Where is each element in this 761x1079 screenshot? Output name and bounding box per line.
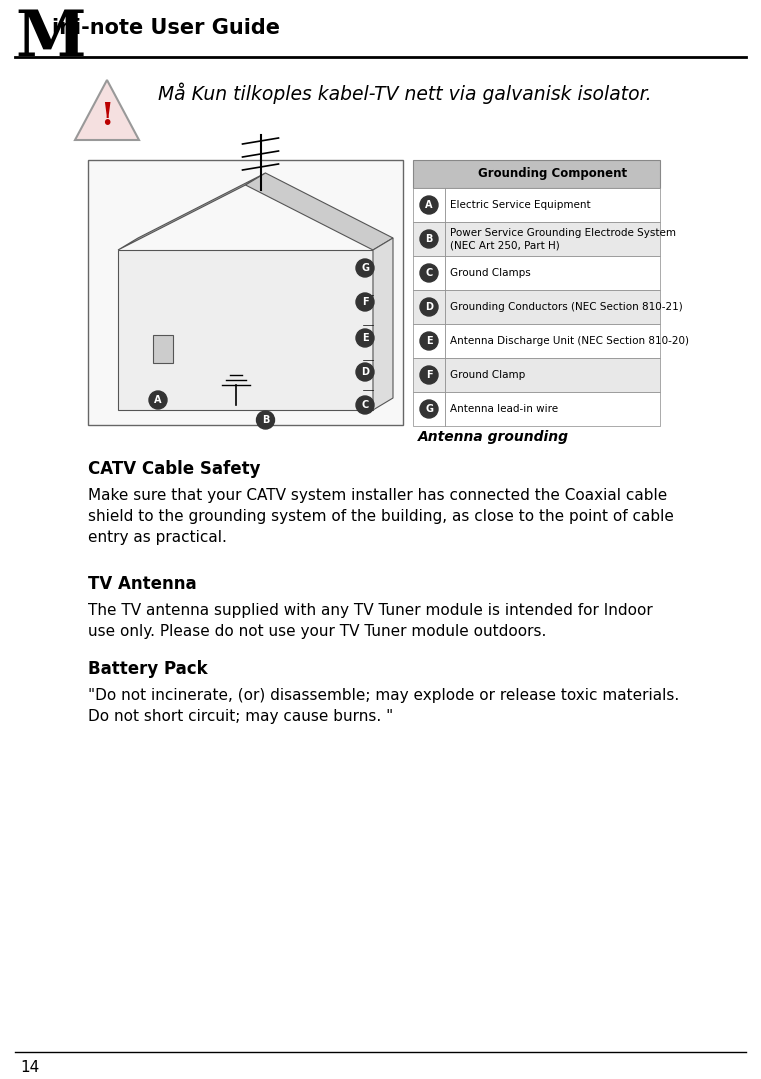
Text: C: C bbox=[425, 268, 432, 278]
Circle shape bbox=[420, 230, 438, 248]
Text: A: A bbox=[154, 395, 162, 405]
Text: F: F bbox=[425, 370, 432, 380]
Text: 14: 14 bbox=[20, 1060, 40, 1075]
Text: Make sure that your CATV system installer has connected the Coaxial cable: Make sure that your CATV system installe… bbox=[88, 488, 667, 503]
Text: D: D bbox=[361, 367, 369, 377]
Polygon shape bbox=[246, 173, 393, 250]
Text: Ground Clamp: Ground Clamp bbox=[450, 370, 525, 380]
Text: "Do not incinerate, (or) disassemble; may explode or release toxic materials.: "Do not incinerate, (or) disassemble; ma… bbox=[88, 688, 680, 704]
Circle shape bbox=[256, 411, 275, 429]
Text: Antenna Discharge Unit (NEC Section 810-20): Antenna Discharge Unit (NEC Section 810-… bbox=[450, 336, 689, 346]
Text: C: C bbox=[361, 400, 368, 410]
Text: CATV Cable Safety: CATV Cable Safety bbox=[88, 460, 260, 478]
Text: use only. Please do not use your TV Tuner module outdoors.: use only. Please do not use your TV Tune… bbox=[88, 624, 546, 639]
FancyBboxPatch shape bbox=[413, 160, 660, 188]
Text: Må Kun tilkoples kabel-TV nett via galvanisk isolator.: Må Kun tilkoples kabel-TV nett via galva… bbox=[158, 82, 651, 104]
FancyBboxPatch shape bbox=[445, 256, 660, 290]
Circle shape bbox=[420, 264, 438, 282]
Polygon shape bbox=[373, 238, 393, 410]
FancyBboxPatch shape bbox=[413, 188, 445, 222]
Text: ini-note User Guide: ini-note User Guide bbox=[52, 18, 280, 38]
Circle shape bbox=[420, 332, 438, 350]
Circle shape bbox=[420, 366, 438, 384]
Text: entry as practical.: entry as practical. bbox=[88, 530, 227, 545]
FancyBboxPatch shape bbox=[445, 222, 660, 256]
Circle shape bbox=[356, 396, 374, 414]
Text: F: F bbox=[361, 297, 368, 308]
Text: G: G bbox=[425, 404, 433, 414]
Text: Power Service Grounding Electrode System
(NEC Art 250, Part H): Power Service Grounding Electrode System… bbox=[450, 228, 676, 250]
Text: Do not short circuit; may cause burns. ": Do not short circuit; may cause burns. " bbox=[88, 709, 393, 724]
FancyBboxPatch shape bbox=[88, 160, 403, 425]
Text: E: E bbox=[361, 333, 368, 343]
Circle shape bbox=[356, 259, 374, 277]
Text: Grounding Component: Grounding Component bbox=[478, 167, 627, 180]
Text: D: D bbox=[425, 302, 433, 312]
FancyBboxPatch shape bbox=[413, 222, 445, 256]
Circle shape bbox=[356, 293, 374, 311]
Text: A: A bbox=[425, 200, 433, 210]
FancyBboxPatch shape bbox=[413, 358, 445, 392]
FancyBboxPatch shape bbox=[445, 290, 660, 324]
Text: shield to the grounding system of the building, as close to the point of cable: shield to the grounding system of the bu… bbox=[88, 509, 674, 524]
Circle shape bbox=[356, 363, 374, 381]
Text: E: E bbox=[425, 336, 432, 346]
Text: Battery Pack: Battery Pack bbox=[88, 660, 208, 678]
Text: Antenna grounding: Antenna grounding bbox=[418, 431, 569, 443]
Text: B: B bbox=[262, 415, 269, 425]
Circle shape bbox=[356, 329, 374, 347]
Text: Antenna lead-in wire: Antenna lead-in wire bbox=[450, 404, 558, 414]
Text: Ground Clamps: Ground Clamps bbox=[450, 268, 530, 278]
Text: !: ! bbox=[100, 101, 113, 132]
Text: M: M bbox=[15, 8, 86, 69]
Circle shape bbox=[420, 196, 438, 214]
Circle shape bbox=[149, 391, 167, 409]
Text: TV Antenna: TV Antenna bbox=[88, 575, 196, 593]
Text: B: B bbox=[425, 234, 433, 244]
FancyBboxPatch shape bbox=[153, 334, 173, 363]
Polygon shape bbox=[75, 80, 139, 140]
FancyBboxPatch shape bbox=[413, 392, 445, 426]
FancyBboxPatch shape bbox=[413, 256, 445, 290]
Polygon shape bbox=[118, 250, 373, 410]
FancyBboxPatch shape bbox=[445, 392, 660, 426]
FancyBboxPatch shape bbox=[445, 324, 660, 358]
Polygon shape bbox=[118, 173, 266, 250]
Text: The TV antenna supplied with any TV Tuner module is intended for Indoor: The TV antenna supplied with any TV Tune… bbox=[88, 603, 653, 618]
Text: Grounding Conductors (NEC Section 810-21): Grounding Conductors (NEC Section 810-21… bbox=[450, 302, 683, 312]
Text: G: G bbox=[361, 263, 369, 273]
Circle shape bbox=[420, 400, 438, 418]
FancyBboxPatch shape bbox=[413, 324, 445, 358]
FancyBboxPatch shape bbox=[445, 188, 660, 222]
FancyBboxPatch shape bbox=[445, 358, 660, 392]
Circle shape bbox=[420, 298, 438, 316]
Text: Electric Service Equipment: Electric Service Equipment bbox=[450, 200, 591, 210]
FancyBboxPatch shape bbox=[413, 290, 445, 324]
